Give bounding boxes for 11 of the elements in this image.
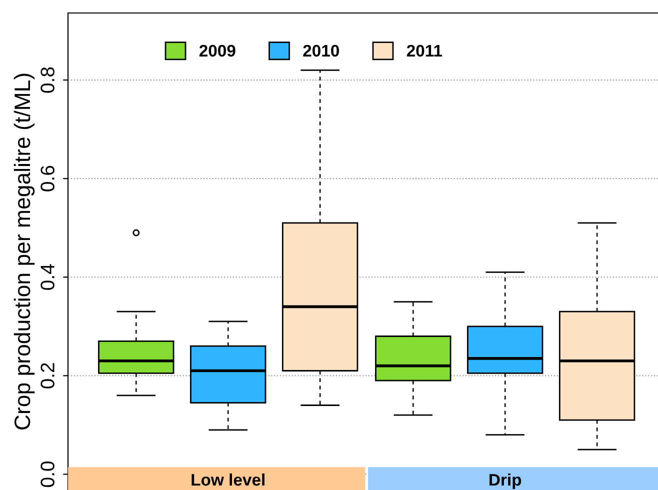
y-tick-label: 0.2	[40, 363, 54, 388]
y-axis-title: Crop production per megalitre (t/ML)	[14, 74, 35, 430]
y-tick-label: 0.4	[40, 264, 54, 290]
legend-label: 2010	[303, 44, 339, 57]
legend-label: 2009	[199, 44, 236, 57]
x-tick-label: Drip	[490, 473, 522, 490]
x-tick-label: Low level	[192, 473, 264, 486]
y-tick-label: 0.6	[40, 166, 54, 192]
legend-label: 2011	[406, 44, 442, 57]
y-tick-label: 0.0	[40, 461, 54, 487]
y-tick-label: 0.8	[40, 67, 54, 93]
